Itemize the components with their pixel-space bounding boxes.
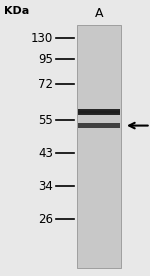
Bar (78, 113, 120, 115)
Bar (78, 114, 120, 116)
Text: 72: 72 (38, 78, 53, 91)
Text: 55: 55 (38, 113, 53, 127)
Bar (78, 123, 120, 128)
Bar (78, 108, 120, 110)
Text: A: A (95, 7, 103, 20)
Bar (78, 109, 120, 115)
Bar (78, 109, 120, 111)
Bar (78, 111, 120, 113)
Bar (78, 109, 120, 112)
Bar (78, 112, 120, 114)
Text: 130: 130 (31, 31, 53, 45)
Bar (78, 108, 120, 111)
Text: 43: 43 (38, 147, 53, 160)
Bar (78, 109, 120, 111)
Bar (78, 113, 120, 115)
Text: 95: 95 (38, 53, 53, 66)
Bar (78, 111, 120, 113)
Text: 34: 34 (38, 180, 53, 193)
Bar (77, 25, 121, 268)
Bar (78, 113, 120, 115)
Bar (78, 108, 120, 111)
Bar (78, 111, 120, 113)
Bar (78, 110, 120, 113)
Text: 26: 26 (38, 213, 53, 226)
Bar (78, 112, 120, 114)
Bar (78, 111, 120, 113)
Bar (78, 108, 120, 110)
Text: KDa: KDa (4, 6, 30, 16)
Bar (78, 113, 120, 116)
Bar (78, 112, 120, 114)
Bar (78, 110, 120, 112)
Bar (78, 113, 120, 116)
Bar (78, 113, 120, 115)
Bar (78, 112, 120, 115)
Bar (78, 110, 120, 112)
Bar (78, 114, 120, 116)
Bar (78, 112, 120, 114)
Bar (78, 110, 120, 112)
Bar (78, 110, 120, 112)
Bar (78, 109, 120, 112)
